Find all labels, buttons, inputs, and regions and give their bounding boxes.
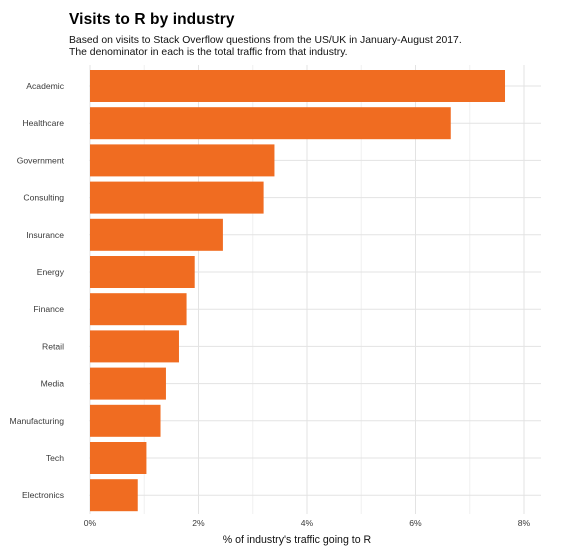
bar-insurance bbox=[90, 218, 223, 251]
x-tick-label: 2% bbox=[192, 518, 205, 528]
bar-academic bbox=[90, 70, 506, 102]
category-label: Consulting bbox=[23, 193, 64, 203]
bar-tech bbox=[90, 442, 147, 474]
x-tick-label: 6% bbox=[409, 518, 422, 528]
bar-manufacturing bbox=[90, 404, 161, 437]
chart-subtitle: Based on visits to Stack Overflow questi… bbox=[69, 35, 462, 58]
bar-energy bbox=[90, 256, 195, 288]
bar-electronics bbox=[90, 479, 138, 512]
x-tick-label: 0% bbox=[84, 518, 97, 528]
x-tick-labels: 0% 2% 4% 6% 8% bbox=[84, 518, 531, 528]
chart-subtitle-line-2: The denominator in each is the total tra… bbox=[69, 46, 348, 58]
category-label: Manufacturing bbox=[10, 416, 65, 426]
bars bbox=[90, 70, 506, 512]
bar-healthcare bbox=[90, 107, 451, 140]
category-label: Energy bbox=[37, 267, 65, 277]
bar-consulting bbox=[90, 181, 264, 214]
category-label: Tech bbox=[46, 453, 64, 463]
chart-subtitle-line-1: Based on visits to Stack Overflow questi… bbox=[69, 35, 462, 46]
bar-finance bbox=[90, 293, 187, 326]
bar-media bbox=[90, 367, 166, 400]
category-label: Healthcare bbox=[22, 118, 64, 128]
chart-title: Visits to R by industry bbox=[69, 11, 235, 28]
bar-government bbox=[90, 144, 275, 177]
category-label: Finance bbox=[33, 304, 64, 314]
bar-retail bbox=[90, 330, 179, 363]
category-label: Government bbox=[17, 155, 65, 165]
category-label: Electronics bbox=[22, 490, 64, 500]
category-label: Academic bbox=[26, 81, 64, 91]
category-label: Retail bbox=[42, 341, 64, 351]
category-label: Media bbox=[41, 379, 65, 389]
x-tick-label: 8% bbox=[518, 518, 531, 528]
category-labels: Academic Healthcare Government Consulting In… bbox=[10, 81, 65, 500]
x-tick-label: 4% bbox=[301, 518, 314, 528]
category-label: Insurance bbox=[26, 230, 64, 240]
x-axis-title: % of industry's traffic going to R bbox=[223, 534, 372, 546]
